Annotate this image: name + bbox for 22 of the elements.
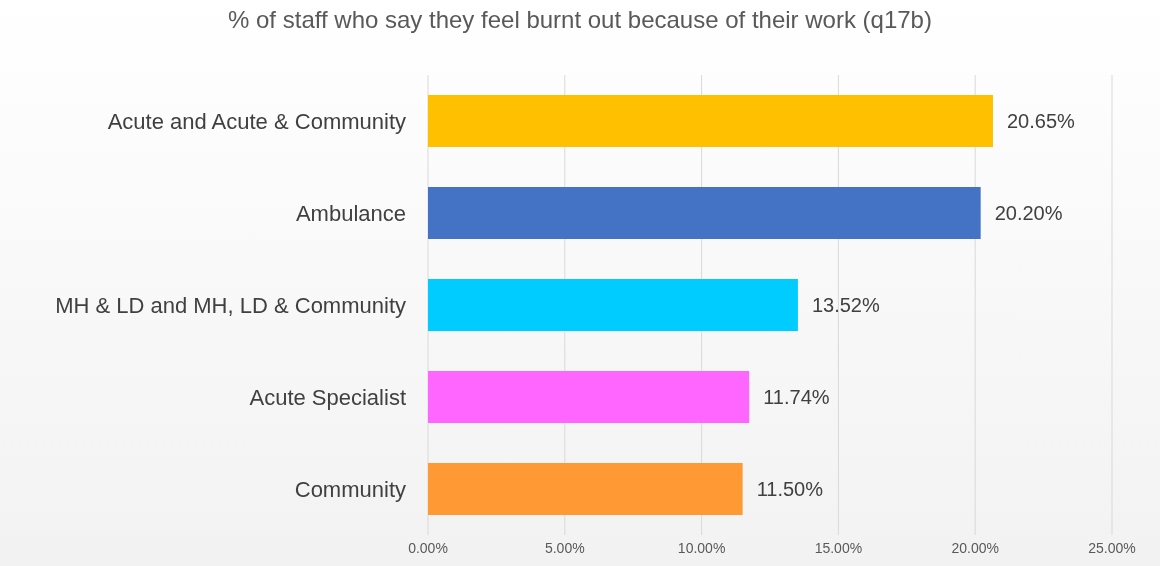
x-tick-label: 10.00% [677, 539, 726, 556]
data-label: 20.65% [1006, 110, 1076, 133]
y-tick-label: Community [294, 476, 406, 502]
x-tick-label: 20.00% [951, 539, 999, 556]
x-tick-label: 25.00% [1088, 539, 1136, 556]
x-tick-label: 5.00% [544, 539, 585, 556]
y-tick-label: Acute Specialist [249, 384, 406, 410]
bar [428, 187, 981, 239]
data-label: 20.20% [994, 202, 1063, 225]
x-tick-label: 15.00% [814, 539, 863, 556]
x-tick-label: 0.00% [408, 539, 448, 556]
bar [428, 95, 993, 147]
data-label: 11.74% [763, 386, 830, 409]
chart-title: % of staff who say they feel burnt out because of their work (q17b) [227, 6, 933, 34]
bar [428, 463, 743, 515]
y-tick-label: Acute and Acute & Community [107, 108, 406, 134]
bar [428, 371, 750, 423]
y-tick-label: MH & LD and MH, LD & Community [55, 292, 406, 318]
y-tick-label: Ambulance [295, 200, 406, 226]
bar [428, 279, 798, 331]
data-label: 13.52% [811, 294, 880, 317]
data-label: 11.50% [756, 478, 824, 501]
